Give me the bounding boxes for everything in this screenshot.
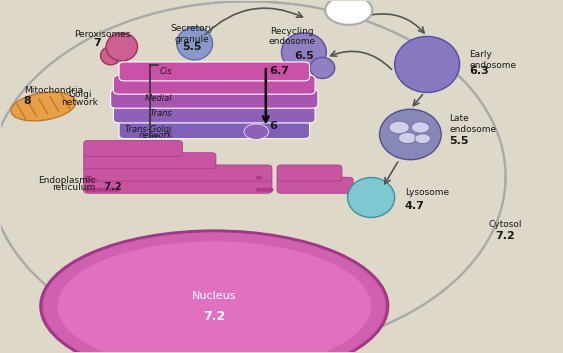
- Ellipse shape: [57, 241, 371, 353]
- Circle shape: [85, 175, 92, 180]
- Text: Mitochondria: Mitochondria: [24, 86, 83, 95]
- Text: 4.7: 4.7: [405, 201, 425, 211]
- Text: Peroxisomes: Peroxisomes: [74, 30, 131, 39]
- Ellipse shape: [347, 178, 395, 217]
- FancyBboxPatch shape: [113, 104, 315, 123]
- Ellipse shape: [177, 27, 213, 60]
- Circle shape: [108, 188, 114, 192]
- Circle shape: [256, 175, 262, 180]
- Text: reticulum: reticulum: [52, 183, 96, 192]
- Text: 6: 6: [269, 121, 277, 131]
- Ellipse shape: [282, 33, 327, 71]
- Circle shape: [113, 188, 119, 192]
- Circle shape: [261, 188, 268, 192]
- Circle shape: [415, 134, 431, 144]
- Ellipse shape: [43, 233, 385, 353]
- Text: Nucleus: Nucleus: [192, 291, 236, 300]
- Text: Late
endosome: Late endosome: [450, 114, 497, 134]
- Text: Golgi: Golgi: [68, 90, 92, 99]
- FancyBboxPatch shape: [113, 75, 315, 94]
- Text: 7.2: 7.2: [495, 231, 516, 241]
- Circle shape: [85, 178, 92, 183]
- FancyBboxPatch shape: [119, 120, 310, 139]
- Circle shape: [85, 188, 92, 192]
- Text: network: network: [61, 98, 99, 107]
- Circle shape: [256, 188, 262, 192]
- FancyBboxPatch shape: [111, 89, 318, 108]
- Text: Trans: Trans: [150, 109, 172, 118]
- Text: Lysosome: Lysosome: [405, 188, 449, 197]
- Text: 6.5: 6.5: [294, 51, 314, 61]
- Text: Cytosol: Cytosol: [489, 220, 522, 229]
- FancyBboxPatch shape: [277, 177, 353, 193]
- Ellipse shape: [11, 92, 76, 121]
- Text: network: network: [138, 131, 172, 140]
- Circle shape: [91, 178, 97, 183]
- Text: Recycling
endosome: Recycling endosome: [268, 26, 315, 46]
- Text: Medial: Medial: [145, 94, 172, 103]
- Text: 8: 8: [24, 96, 32, 106]
- Circle shape: [389, 121, 409, 134]
- FancyBboxPatch shape: [84, 140, 182, 156]
- Ellipse shape: [395, 36, 459, 92]
- Text: Endoplasmic: Endoplasmic: [38, 176, 96, 185]
- Circle shape: [325, 0, 372, 25]
- Circle shape: [102, 188, 109, 192]
- Circle shape: [412, 122, 430, 133]
- Ellipse shape: [101, 47, 120, 65]
- Text: Early
endosome: Early endosome: [469, 50, 516, 70]
- Circle shape: [244, 124, 269, 139]
- Circle shape: [399, 132, 417, 144]
- FancyBboxPatch shape: [119, 62, 310, 81]
- FancyBboxPatch shape: [277, 165, 342, 181]
- FancyBboxPatch shape: [84, 177, 272, 193]
- Text: 7: 7: [93, 38, 101, 48]
- Text: 6.3: 6.3: [469, 66, 489, 77]
- Ellipse shape: [0, 1, 506, 352]
- Text: 5.5: 5.5: [182, 42, 202, 52]
- Text: Secretory
granule: Secretory granule: [170, 24, 214, 43]
- Ellipse shape: [310, 58, 335, 78]
- Circle shape: [96, 188, 103, 192]
- Text: 7.2: 7.2: [101, 182, 122, 192]
- Text: 6.7: 6.7: [269, 66, 289, 77]
- Text: 7.2: 7.2: [203, 310, 225, 323]
- FancyBboxPatch shape: [84, 153, 216, 169]
- Ellipse shape: [379, 109, 441, 160]
- Text: 5.5: 5.5: [450, 137, 469, 146]
- Circle shape: [91, 188, 97, 192]
- FancyBboxPatch shape: [84, 165, 272, 181]
- Ellipse shape: [106, 33, 137, 61]
- Text: Cis: Cis: [160, 67, 172, 76]
- Text: Trans-Golgi: Trans-Golgi: [125, 125, 172, 134]
- Circle shape: [267, 188, 274, 192]
- Ellipse shape: [41, 231, 388, 353]
